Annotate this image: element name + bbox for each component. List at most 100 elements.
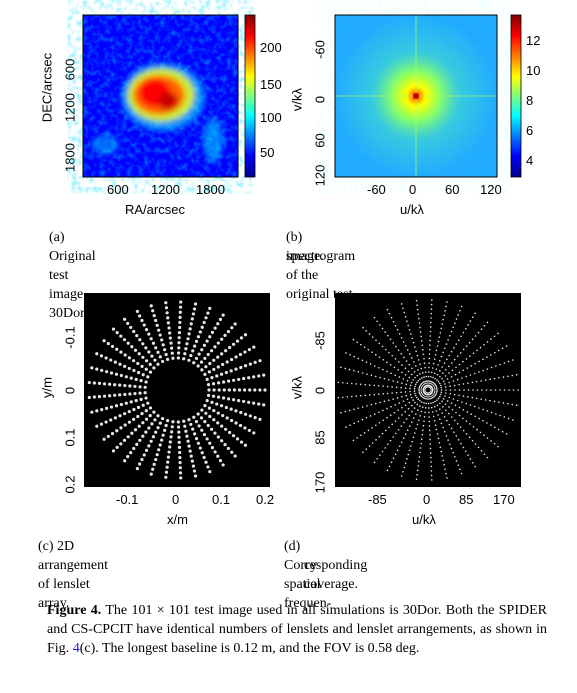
panel-b-ytick: 0 xyxy=(312,95,328,104)
uv-point xyxy=(505,433,508,435)
uv-point xyxy=(433,405,436,408)
uv-point xyxy=(353,355,355,358)
lenslet-dot xyxy=(210,400,214,404)
uv-point xyxy=(438,382,441,385)
lenslet-dot xyxy=(208,441,212,445)
lenslet-dot xyxy=(194,436,199,441)
uv-point xyxy=(436,379,438,381)
uv-point xyxy=(416,403,419,406)
figure-reference-link[interactable]: 4 xyxy=(72,641,80,656)
lenslet-dot xyxy=(164,306,169,310)
uv-point xyxy=(438,441,441,444)
uv-point xyxy=(423,357,425,360)
uv-point xyxy=(400,336,403,339)
uv-point xyxy=(462,360,464,363)
lenslet-dot xyxy=(160,359,165,364)
uv-point xyxy=(361,372,364,374)
panel-b-ytick: -60 xyxy=(312,40,328,59)
uv-point xyxy=(497,349,500,352)
lenslet-dot xyxy=(220,424,224,428)
lenslet-dot xyxy=(200,428,204,432)
lenslet-dot xyxy=(187,332,191,336)
lenslet-dot xyxy=(208,306,212,310)
uv-point xyxy=(456,378,459,381)
lenslet-dot xyxy=(243,443,248,447)
lenslet-dot xyxy=(239,365,243,370)
uv-point xyxy=(465,345,468,347)
panel-b-cbar-tick: 10 xyxy=(526,63,541,78)
uv-point xyxy=(415,427,417,430)
uv-point xyxy=(442,406,444,408)
uv-point xyxy=(395,345,397,348)
panel-b-ytick: 120 xyxy=(312,164,328,187)
uv-center-ring xyxy=(420,382,436,398)
uv-point xyxy=(410,373,413,376)
lenslet-dot xyxy=(95,424,99,428)
panel-c-xtick: 0.1 xyxy=(212,492,231,507)
uv-point xyxy=(477,446,480,449)
uv-point xyxy=(360,434,362,437)
uv-center-ring xyxy=(422,384,434,396)
uv-point xyxy=(430,317,432,319)
uv-point xyxy=(413,390,416,392)
uv-point xyxy=(421,396,424,399)
uv-point xyxy=(444,386,447,388)
lenslet-dot xyxy=(211,394,216,398)
lenslet-dot xyxy=(248,362,252,366)
lenslet-dot xyxy=(115,347,119,351)
lenslet-dot xyxy=(144,359,149,363)
uv-point xyxy=(462,446,465,449)
lenslet-dot xyxy=(231,342,236,346)
uv-point xyxy=(388,312,391,315)
uv-point xyxy=(470,365,473,367)
lenslet-dot xyxy=(177,430,181,434)
uv-point xyxy=(381,450,384,453)
uv-point xyxy=(442,459,444,462)
uv-point xyxy=(480,450,483,452)
lenslet-dot xyxy=(135,334,139,338)
uv-point xyxy=(392,436,395,438)
lenslet-dot xyxy=(205,339,209,343)
lenslet-dot xyxy=(144,409,148,413)
uv-point xyxy=(412,436,415,439)
lenslet-dot xyxy=(95,352,99,356)
uv-point xyxy=(344,367,347,370)
uv-point xyxy=(443,430,446,433)
uv-point xyxy=(442,351,444,354)
lenslet-dot xyxy=(237,398,241,403)
uv-point xyxy=(342,396,344,399)
uv-point xyxy=(388,351,390,354)
uv-point xyxy=(490,338,492,340)
uv-point xyxy=(389,364,392,366)
uv-point xyxy=(437,437,440,440)
uv-point xyxy=(411,367,413,370)
uv-point xyxy=(415,413,417,415)
uv-point xyxy=(452,451,454,454)
uv-point xyxy=(497,445,499,448)
panel-d-xtick: 85 xyxy=(459,492,474,507)
uv-point xyxy=(407,453,410,456)
uv-point xyxy=(456,399,459,402)
lenslet-dot xyxy=(216,381,221,385)
lenslet-dot xyxy=(176,420,180,424)
panel-d-uv-coverage xyxy=(335,293,521,487)
uv-point xyxy=(386,469,389,472)
lenslet-dot xyxy=(127,420,131,424)
lenslet-dot xyxy=(111,327,116,331)
uv-point xyxy=(422,353,425,356)
uv-point xyxy=(448,406,450,408)
uv-point xyxy=(429,438,431,441)
lenslet-dot xyxy=(153,358,157,362)
lenslet-dot xyxy=(207,388,211,392)
uv-point xyxy=(416,469,419,472)
lenslet-dot xyxy=(202,320,206,325)
lenslet-dot xyxy=(133,391,137,396)
uv-point xyxy=(428,362,430,364)
uv-point xyxy=(410,381,413,384)
lenslet-dot xyxy=(221,313,225,317)
lenslet-dot xyxy=(110,431,115,436)
uv-point xyxy=(419,326,421,329)
panel-b-xtick: 120 xyxy=(480,182,502,197)
uv-point xyxy=(453,358,456,361)
uv-point xyxy=(400,303,403,305)
